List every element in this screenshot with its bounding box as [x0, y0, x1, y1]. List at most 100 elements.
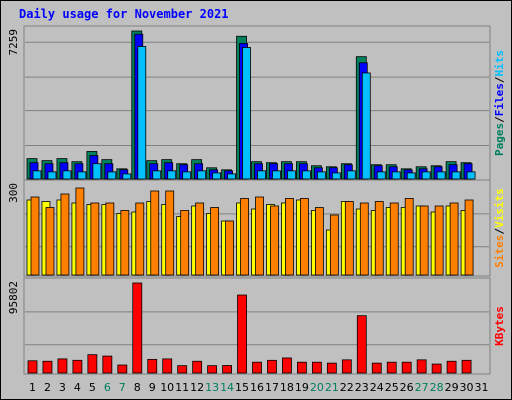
bar-sites-day-4: [75, 187, 85, 276]
x-tick-label-24: 24: [370, 381, 384, 394]
bar-sites-day-26: [404, 198, 414, 276]
bar-sites-day-25: [389, 202, 399, 276]
x-tick-label-22: 22: [340, 381, 354, 394]
bar-hits-day-15: [242, 47, 251, 180]
bar-sites-day-19: [300, 198, 309, 276]
bar-sites-day-28: [434, 205, 444, 276]
x-tick-label-23: 23: [355, 381, 369, 394]
bar-hits-day-19: [302, 170, 311, 180]
bar-hits-day-2: [47, 171, 57, 180]
x-tick-label-31: 31: [475, 381, 489, 394]
bar-kbytes-day-9: [147, 358, 158, 374]
bar-sites-day-27: [419, 205, 429, 276]
x-tick-label-2: 2: [44, 381, 51, 394]
x-tick-label-16: 16: [250, 381, 264, 394]
x-tick-label-19: 19: [295, 381, 309, 394]
bar-kbytes-day-22: [341, 359, 352, 374]
bar-kbytes-day-18: [282, 357, 292, 374]
x-tick-label-25: 25: [385, 381, 399, 394]
bar-kbytes-day-7: [117, 364, 128, 374]
panel-3-frame: [23, 277, 491, 375]
x-tick-label-21: 21: [325, 381, 339, 394]
bar-kbytes-day-14: [222, 365, 232, 374]
bar-kbytes-day-20: [311, 361, 322, 374]
x-tick-label-26: 26: [400, 381, 414, 394]
bar-kbytes-day-3: [57, 358, 68, 374]
bar-hits-day-24: [376, 171, 386, 180]
x-tick-label-1: 1: [29, 381, 36, 394]
x-tick-label-10: 10: [160, 381, 174, 394]
legend-item: Pages: [493, 123, 506, 156]
bar-sites-day-9: [150, 190, 160, 276]
bar-sites-day-18: [285, 198, 294, 276]
bar-kbytes-day-24: [371, 362, 382, 374]
bar-kbytes-day-11: [177, 365, 188, 374]
x-tick-label-7: 7: [119, 381, 126, 394]
legend-item: /: [493, 116, 506, 123]
bar-hits-day-10: [167, 170, 177, 180]
legend-item: Visits: [493, 188, 506, 228]
bar-kbytes-day-23: [356, 315, 367, 374]
bar-kbytes-day-1: [27, 360, 38, 374]
bar-sites-day-30: [464, 199, 474, 276]
bar-hits-day-17: [272, 170, 281, 180]
bar-sites-day-21: [329, 214, 339, 276]
bar-hits-day-25: [391, 171, 401, 180]
bar-sites-day-24: [374, 201, 384, 276]
legend-item: KBytes: [493, 306, 506, 346]
x-tick-label-15: 15: [235, 381, 249, 394]
x-tick-label-6: 6: [104, 381, 111, 394]
panel-2-legend: Sites/Visits: [493, 188, 506, 268]
bar-sites-day-22: [344, 201, 354, 276]
bar-hits-day-29: [451, 171, 461, 180]
x-tick-label-30: 30: [460, 381, 474, 394]
bar-hits-day-23: [361, 72, 371, 180]
x-tick-label-20: 20: [310, 381, 324, 394]
bar-sites-day-23: [359, 202, 369, 276]
bar-kbytes-day-16: [252, 361, 262, 374]
legend-item: Files: [493, 83, 506, 116]
legend-item: Hits: [493, 50, 506, 77]
bar-sites-day-10: [165, 190, 175, 276]
x-tick-label-12: 12: [190, 381, 204, 394]
bar-hits-day-30: [466, 171, 476, 180]
bar-kbytes-day-10: [162, 358, 173, 374]
bar-sites-day-15: [240, 198, 249, 276]
bar-hits-day-5: [92, 163, 102, 180]
bar-kbytes-day-19: [297, 361, 307, 374]
bar-sites-day-6: [105, 202, 115, 276]
bar-hits-day-13: [212, 172, 222, 180]
legend-item: /: [493, 228, 506, 235]
bar-kbytes-day-2: [42, 360, 53, 374]
bar-kbytes-day-8: [132, 282, 143, 374]
legend-item: Sites: [493, 235, 506, 268]
bar-sites-day-3: [60, 193, 70, 276]
bar-hits-day-16: [257, 170, 266, 180]
bar-kbytes-day-15: [237, 294, 247, 374]
bar-hits-day-7: [122, 173, 132, 180]
x-tick-label-28: 28: [430, 381, 444, 394]
bar-kbytes-day-27: [416, 359, 427, 374]
bar-kbytes-day-26: [401, 361, 412, 374]
panel-1-max-label: 7259: [7, 29, 20, 56]
panel-1-frame: [23, 25, 491, 181]
bar-hits-day-11: [182, 171, 192, 180]
bar-sites-day-14: [225, 220, 234, 276]
bar-hits-day-14: [227, 173, 236, 180]
legend-item: /: [493, 76, 506, 83]
bar-kbytes-day-28: [431, 363, 442, 374]
bar-hits-day-28: [436, 171, 446, 180]
bar-hits-day-4: [77, 171, 87, 180]
bar-sites-day-7: [120, 210, 130, 276]
bar-sites-day-8: [135, 202, 145, 276]
bar-sites-day-11: [180, 210, 190, 276]
bar-kbytes-day-5: [87, 354, 98, 374]
x-tick-label-17: 17: [265, 381, 279, 394]
bar-hits-day-12: [197, 170, 207, 180]
x-tick-label-29: 29: [445, 381, 459, 394]
bar-kbytes-day-29: [446, 360, 457, 374]
bar-hits-day-26: [406, 172, 416, 180]
panel-1-legend: Pages/Files/Hits: [493, 50, 506, 156]
bar-hits-day-27: [421, 171, 431, 180]
